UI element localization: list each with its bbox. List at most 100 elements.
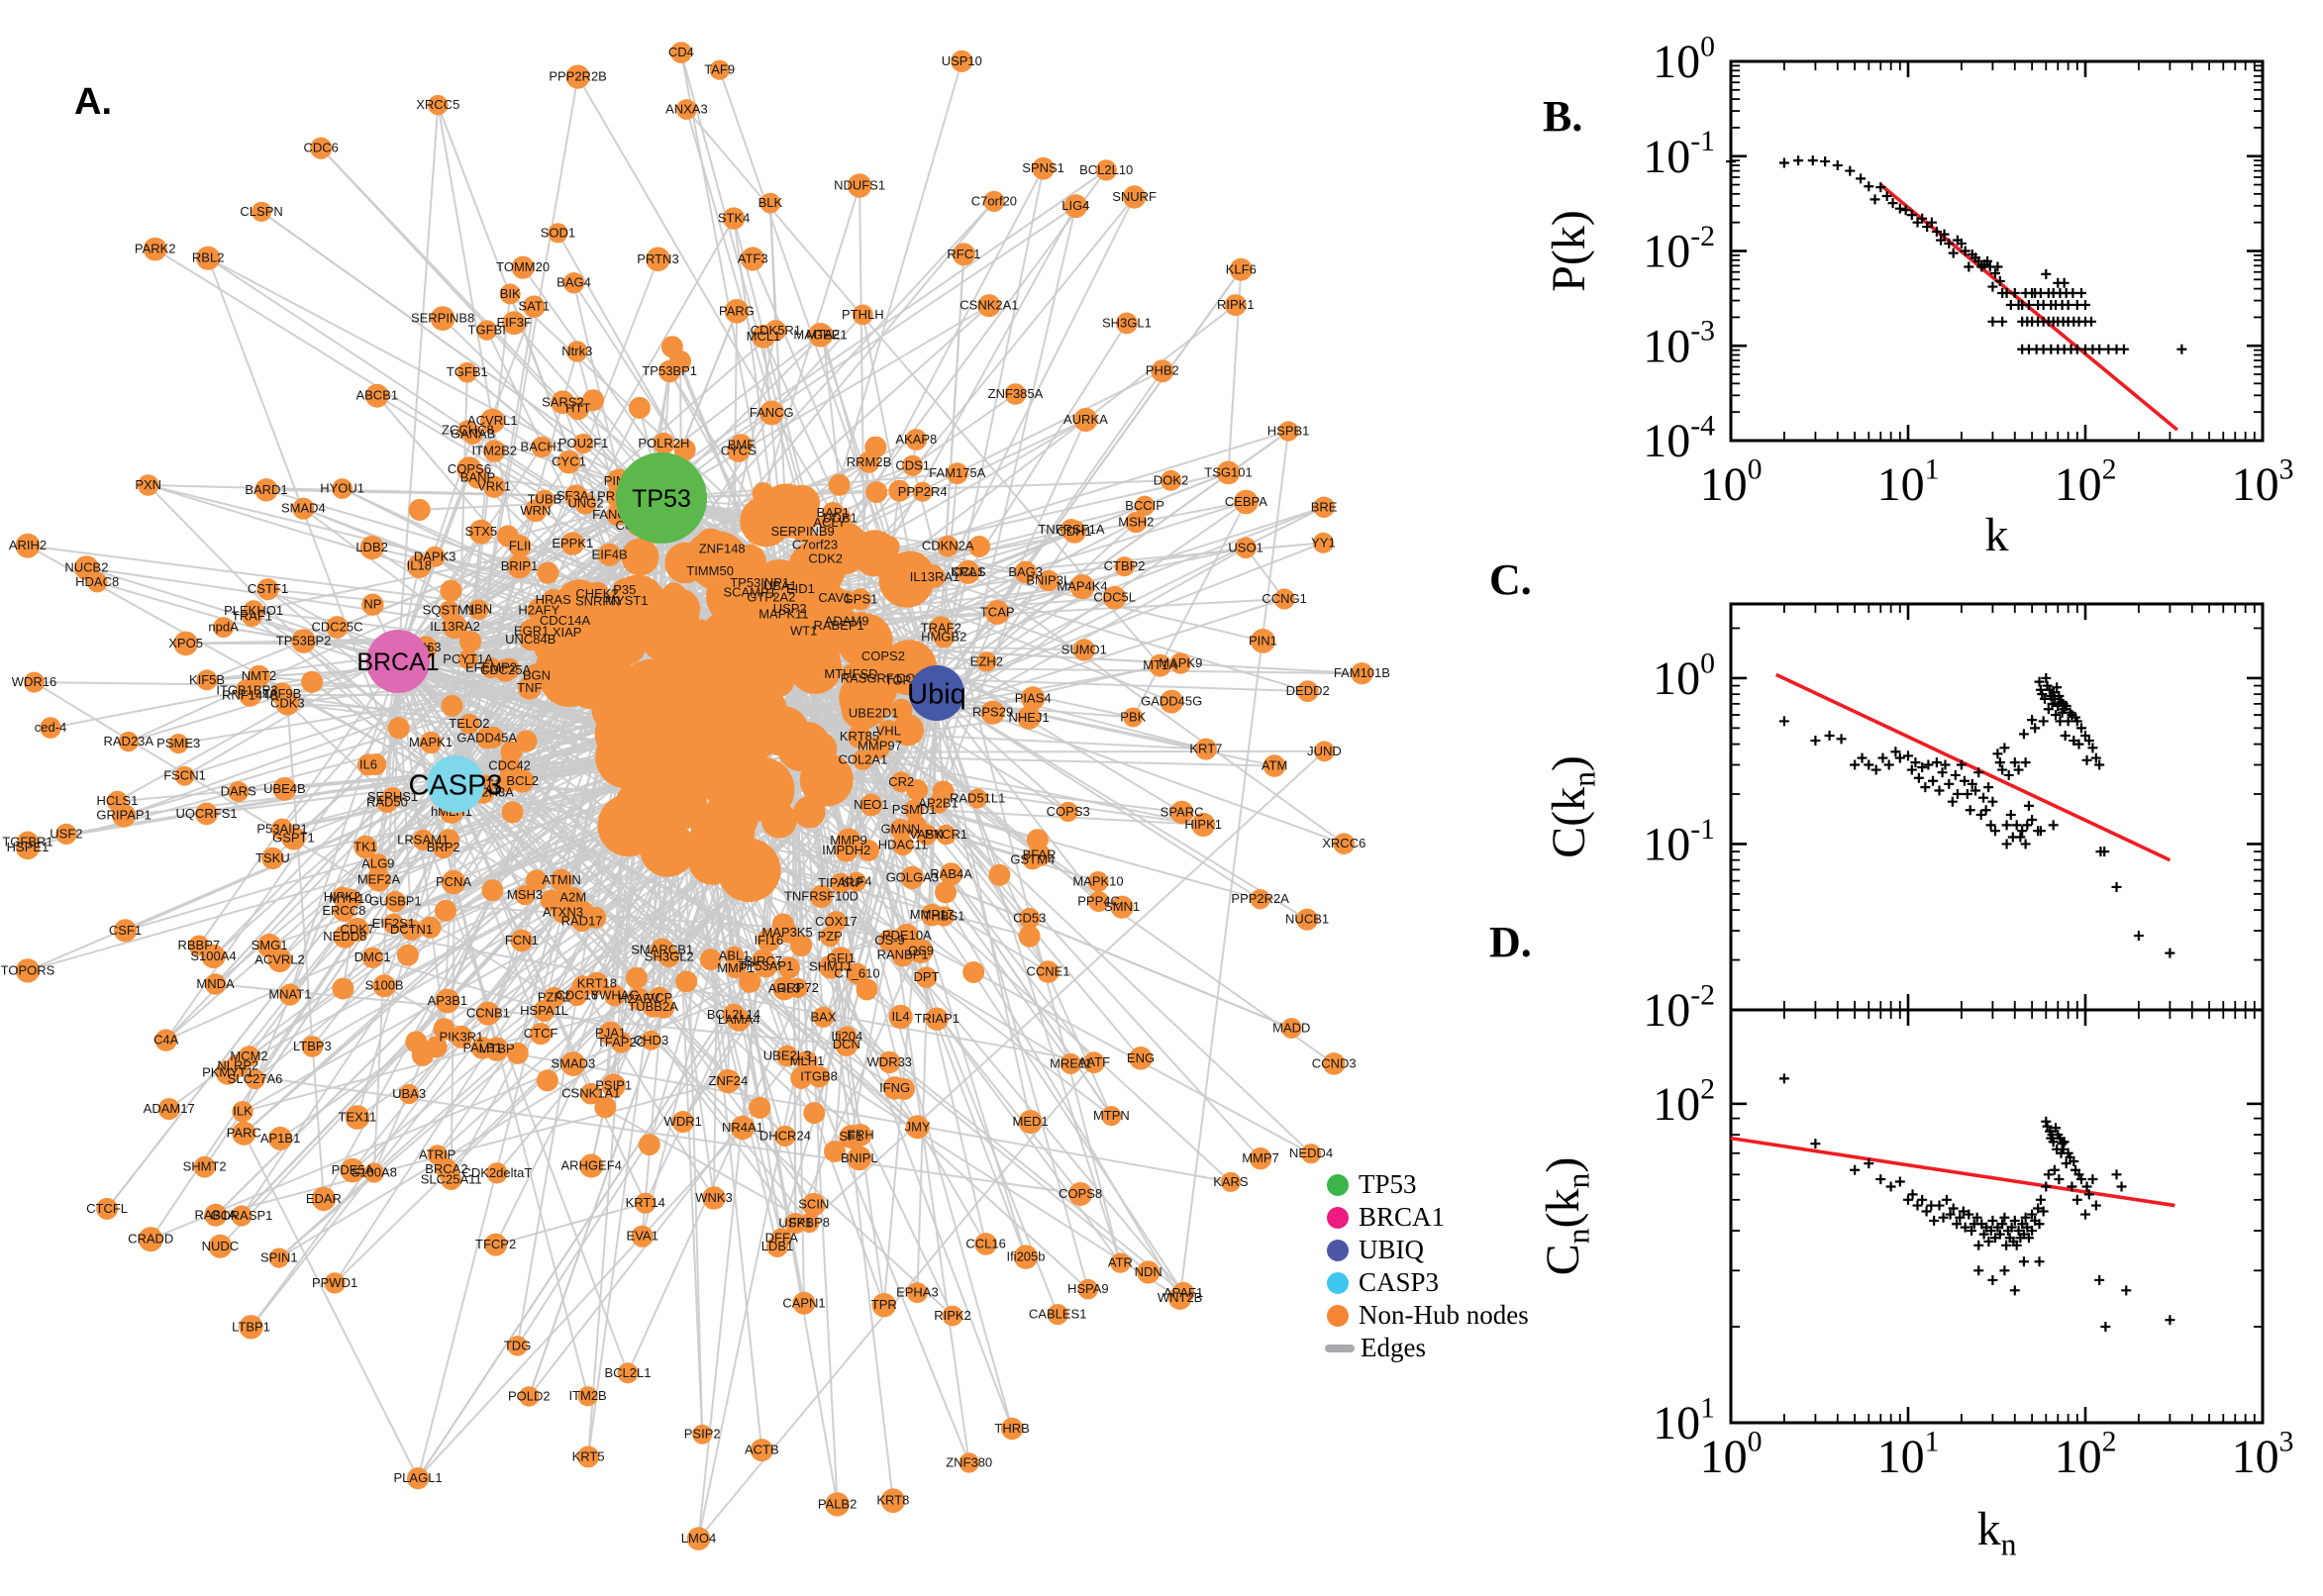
gene-label: ABCB1 bbox=[355, 388, 398, 403]
gene-label: NEDD4 bbox=[1289, 1146, 1333, 1160]
network-node bbox=[598, 1021, 623, 1046]
gene-label: MMP7 bbox=[1242, 1150, 1279, 1165]
network-node bbox=[803, 1102, 826, 1125]
network-node bbox=[332, 977, 354, 1000]
network-node bbox=[788, 641, 843, 694]
gene-label: PPP4C bbox=[1077, 894, 1120, 909]
network-node bbox=[15, 958, 41, 983]
network-node bbox=[40, 717, 61, 739]
gene-label: KRT85 bbox=[840, 729, 879, 744]
network-node bbox=[1171, 1281, 1195, 1305]
network-node bbox=[17, 831, 39, 853]
gene-label: BIK bbox=[500, 286, 521, 301]
network-node bbox=[798, 507, 820, 530]
gene-label: EID1 bbox=[786, 581, 815, 596]
network-node bbox=[702, 612, 744, 654]
gene-label: H2AFV bbox=[618, 991, 659, 1006]
network-node bbox=[580, 1082, 602, 1105]
gene-label: ARL3 bbox=[768, 980, 801, 995]
network-node bbox=[382, 913, 404, 935]
network-node bbox=[143, 237, 167, 261]
network-node bbox=[340, 888, 361, 910]
gene-label: TP53INP1 bbox=[730, 575, 789, 590]
network-node bbox=[433, 1018, 455, 1041]
network-node bbox=[848, 724, 871, 748]
fit-line bbox=[1730, 1136, 2175, 1208]
network-node bbox=[722, 207, 746, 230]
edge-swatch-icon bbox=[1325, 1344, 1355, 1352]
network-node bbox=[635, 1192, 656, 1214]
gene-label: TGFBR1 bbox=[2, 835, 52, 849]
network-node bbox=[905, 1115, 930, 1140]
gene-label: CCNG1 bbox=[1262, 591, 1307, 606]
gene-label: FANCG bbox=[750, 405, 794, 420]
network-node bbox=[560, 606, 583, 629]
network-node bbox=[238, 1046, 260, 1067]
gene-label: ACVRL2 bbox=[254, 952, 305, 967]
gene-label: CSNK2A1 bbox=[960, 298, 1018, 313]
network-node bbox=[254, 478, 278, 502]
gene-label: SNURF bbox=[1112, 189, 1157, 204]
gene-label: BNIPL bbox=[841, 1150, 878, 1165]
gene-label: MT1A bbox=[1143, 657, 1177, 672]
network-node bbox=[673, 439, 696, 461]
gene-label: KIF5B bbox=[189, 672, 225, 687]
gene-label: SCIN bbox=[798, 1197, 829, 1212]
network-node bbox=[906, 779, 929, 801]
gene-label: USP2 bbox=[773, 601, 807, 616]
network-node bbox=[301, 1036, 324, 1057]
gene-label: BCL2L1 bbox=[605, 1365, 652, 1380]
network-node bbox=[138, 1227, 163, 1252]
gene-label: NUCB1 bbox=[1285, 912, 1329, 927]
network-node bbox=[974, 1233, 997, 1255]
gene-label: ARIH2 bbox=[9, 538, 47, 552]
network-node bbox=[1234, 489, 1259, 515]
panel-a-label: A. bbox=[74, 81, 112, 123]
network-node bbox=[440, 579, 462, 602]
gene-label: CTBP2 bbox=[1104, 558, 1146, 573]
network-node bbox=[1018, 1110, 1043, 1135]
gene-label: BIRC7 bbox=[745, 953, 782, 968]
gene-label: KRT7 bbox=[1189, 742, 1222, 756]
gene-label: GUSBP1 bbox=[369, 894, 422, 909]
gene-label: CD53 bbox=[1013, 911, 1046, 926]
legend-label: CASP3 bbox=[1359, 1267, 1440, 1297]
network-node bbox=[1229, 257, 1253, 281]
gene-label: ENG bbox=[1127, 1050, 1155, 1065]
tick-label: 100 bbox=[1653, 30, 1715, 88]
network-node bbox=[617, 1362, 639, 1384]
gene-label: MYST1 bbox=[605, 593, 648, 608]
gene-label: SMG1 bbox=[252, 938, 288, 952]
gene-label: VCP bbox=[647, 990, 673, 1005]
network-node bbox=[1220, 1171, 1241, 1192]
network-node bbox=[847, 1146, 872, 1171]
gene-label: NEDD8 bbox=[323, 929, 366, 944]
gene-label: DOK2 bbox=[1154, 472, 1188, 487]
y-axis-title: P(k) bbox=[1543, 210, 1595, 292]
network-node bbox=[864, 436, 887, 458]
gene-label: PLAGL1 bbox=[394, 1470, 443, 1485]
network-node bbox=[776, 1045, 798, 1067]
network-node bbox=[1194, 738, 1217, 760]
network-node bbox=[849, 1124, 872, 1147]
legend-item-tp53: TP53 bbox=[1327, 1168, 1529, 1201]
network-node bbox=[774, 1125, 796, 1147]
gene-label: MAP4K4 bbox=[1057, 579, 1107, 594]
gene-label: GORASP1 bbox=[211, 1208, 273, 1223]
network-node bbox=[193, 1155, 216, 1178]
network-node bbox=[942, 1305, 963, 1327]
gene-label: A2M bbox=[559, 890, 586, 905]
network-node bbox=[741, 247, 765, 271]
network-node bbox=[709, 59, 730, 80]
network-node bbox=[548, 223, 568, 244]
network-node bbox=[880, 1488, 906, 1513]
network-node bbox=[457, 420, 478, 441]
network-node bbox=[692, 1424, 713, 1445]
network-node bbox=[784, 1213, 807, 1235]
network-node bbox=[1191, 812, 1216, 838]
network-node bbox=[851, 611, 873, 634]
gene-label: MEF2A bbox=[357, 872, 401, 887]
gene-label: STX5 bbox=[465, 524, 498, 539]
gene-label: ZNF24 bbox=[709, 1073, 749, 1088]
gene-label: CYC1 bbox=[552, 454, 586, 469]
